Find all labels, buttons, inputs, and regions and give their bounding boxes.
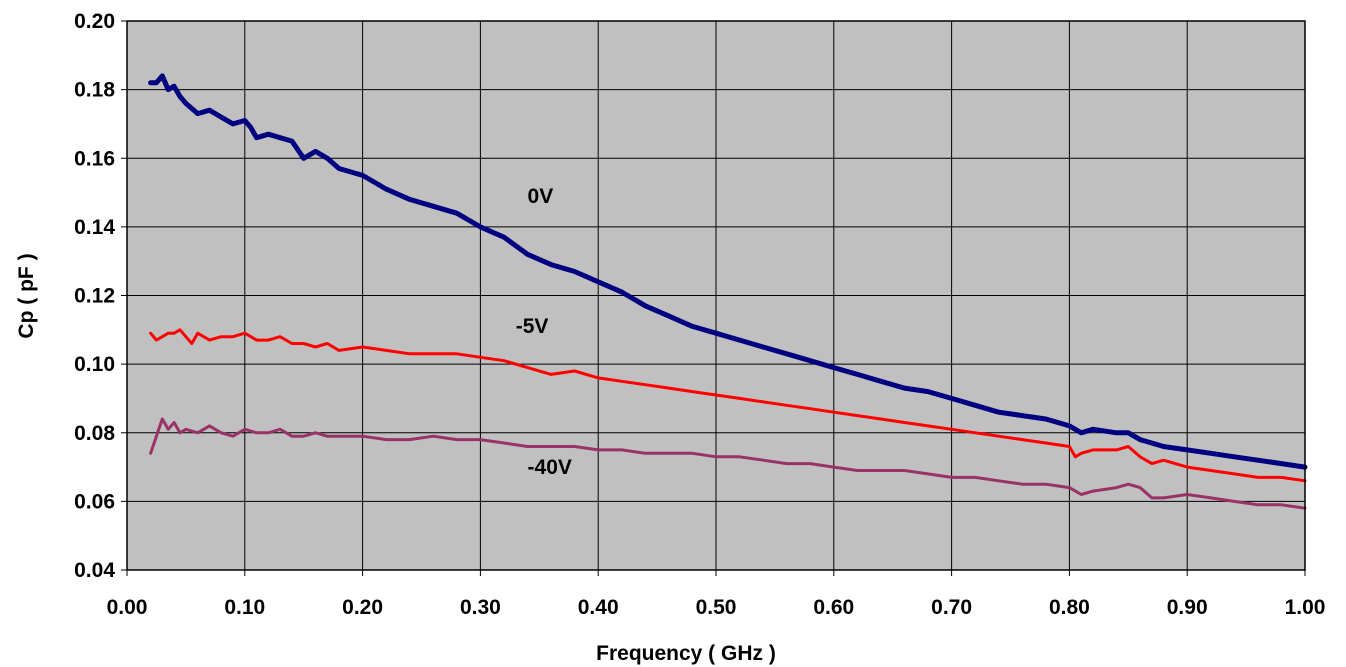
y-tick-label: 0.10 <box>74 353 115 376</box>
x-tick-label: 0.00 <box>107 596 148 619</box>
x-tick-label: 0.10 <box>224 596 265 619</box>
x-tick-label: 1.00 <box>1285 596 1326 619</box>
x-tick-label: 0.60 <box>813 596 854 619</box>
y-tick-label: 0.18 <box>74 79 115 102</box>
series-label: -5V <box>516 315 549 338</box>
x-tick-label: 0.80 <box>1049 596 1090 619</box>
series-line <box>149 328 1307 483</box>
x-tick-labels: 0.00 0.10 0.20 0.30 0.40 0.50 0.60 0.70 0.80 0.90… <box>107 570 1326 619</box>
x-tick-label: 0.90 <box>1167 596 1208 619</box>
series-line <box>148 73 1308 470</box>
series-label: -40V <box>528 456 572 479</box>
series-label: 0V <box>528 185 554 208</box>
y-tick-label: 0.08 <box>74 422 115 445</box>
y-tick-label: 0.20 <box>74 10 115 33</box>
x-tick-label: 0.30 <box>460 596 501 619</box>
y-axis-title: Cp ( pF ) <box>15 253 38 338</box>
y-tick-label: 0.04 <box>74 559 115 582</box>
series-line <box>149 417 1307 510</box>
x-tick-label: 0.50 <box>696 596 737 619</box>
x-tick-label: 0.40 <box>578 596 619 619</box>
y-tick-label: 0.12 <box>74 285 115 308</box>
y-tick-labels: 0.04 0.06 0.08 0.10 0.12 0.14 0.16 0.18 0.20 <box>74 10 127 582</box>
series-group <box>148 73 1308 510</box>
series-labels: 0V -5V -40V <box>516 185 572 479</box>
x-tick-label: 0.70 <box>931 596 972 619</box>
y-tick-label: 0.06 <box>74 490 115 513</box>
y-tick-label: 0.16 <box>74 147 115 170</box>
x-axis-title: Frequency ( GHz ) <box>596 642 776 665</box>
y-tick-label: 0.14 <box>74 216 115 239</box>
x-tick-label: 0.20 <box>342 596 383 619</box>
